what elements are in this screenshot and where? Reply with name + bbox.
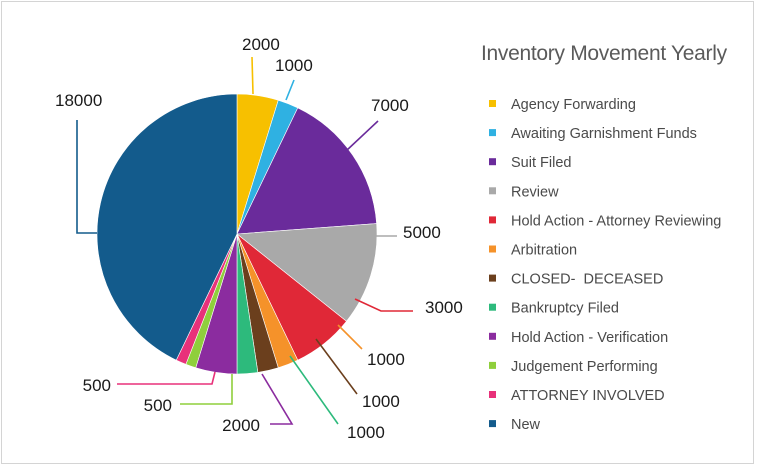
legend-swatch xyxy=(489,361,496,369)
leader-lines xyxy=(76,56,413,425)
legend-item-review: Review xyxy=(489,184,559,200)
legend-swatch xyxy=(489,158,496,166)
legend-label: Review xyxy=(511,184,559,200)
data-label-arbitration: 1000 xyxy=(367,350,405,369)
legend-swatch xyxy=(489,332,496,340)
legend-item-suit-filed: Suit Filed xyxy=(489,155,571,171)
legend-label: Arbitration xyxy=(511,243,577,259)
data-label-awaiting-garnishment-funds: 1000 xyxy=(275,56,313,75)
data-label-new: 18000 xyxy=(55,91,102,110)
legend: Agency Forwarding Awaiting Garnishment Fu… xyxy=(489,97,721,433)
data-label-closed-deceased: 1000 xyxy=(362,392,400,411)
legend-label: Suit Filed xyxy=(511,155,571,171)
data-label-agency-forwarding: 2000 xyxy=(242,35,280,54)
leader-line-agency-forwarding xyxy=(251,56,254,95)
legend-swatch xyxy=(489,216,496,224)
legend-item-hold-action-verification: Hold Action - Verification xyxy=(489,330,668,346)
chart-title: Inventory Movement Yearly xyxy=(481,42,728,65)
pie-slice-new xyxy=(96,93,238,361)
legend-label: Awaiting Garnishment Funds xyxy=(511,126,697,142)
legend-item-judgement-performing: Judgement Performing xyxy=(489,359,658,375)
legend-label: Hold Action - Attorney Reviewing xyxy=(511,213,721,229)
leader-line-hold-action-verification xyxy=(261,373,294,425)
leader-line-new xyxy=(76,120,97,234)
data-label-suit-filed: 7000 xyxy=(371,96,409,115)
legend-label: CLOSED- DECEASED xyxy=(511,272,663,288)
legend-swatch xyxy=(489,274,496,282)
legend-label: Bankruptcy Filed xyxy=(511,301,619,317)
legend-label: ATTORNEY INVOLVED xyxy=(511,388,665,404)
legend-item-bankruptcy-filed: Bankruptcy Filed xyxy=(489,301,619,317)
leader-line-arbitration xyxy=(337,324,363,350)
legend-swatch xyxy=(489,245,496,253)
pie-slice-review xyxy=(236,223,378,322)
legend-item-agency-forwarding: Agency Forwarding xyxy=(489,97,636,113)
legend-item-hold-action-attorney-reviewing: Hold Action - Attorney Reviewing xyxy=(489,213,721,229)
data-label-hold-action-attorney-reviewing: 3000 xyxy=(425,298,463,317)
leader-line-bankruptcy-filed xyxy=(289,355,339,425)
legend-label: New xyxy=(511,417,541,433)
data-label-judgement-performing: 500 xyxy=(144,396,172,415)
data-labels: 2000 1000 7000 5000 3000 1000 1000 1000 2000 500 5… xyxy=(55,35,463,442)
legend-swatch xyxy=(489,420,496,428)
legend-swatch xyxy=(489,303,496,311)
legend-item-new: New xyxy=(489,417,541,433)
data-label-bankruptcy-filed: 1000 xyxy=(347,423,385,442)
legend-item-closed-deceased: CLOSED- DECEASED xyxy=(489,272,663,288)
leader-line-awaiting-garnishment-funds xyxy=(285,79,295,101)
pie-slices xyxy=(96,93,378,375)
legend-swatch xyxy=(489,100,496,107)
legend-swatch xyxy=(489,187,496,195)
legend-label: Hold Action - Verification xyxy=(511,330,668,346)
legend-item-attorney-involved: ATTORNEY INVOLVED xyxy=(489,388,665,404)
data-label-review: 5000 xyxy=(403,223,441,242)
legend-item-arbitration: Arbitration xyxy=(489,243,577,259)
legend-label: Agency Forwarding xyxy=(511,97,636,113)
legend-swatch xyxy=(489,129,496,137)
data-label-attorney-involved: 500 xyxy=(83,376,111,395)
legend-item-awaiting-garnishment-funds: Awaiting Garnishment Funds xyxy=(489,126,697,142)
leader-line-attorney-involved xyxy=(117,371,216,385)
leader-line-hold-action-attorney-reviewing xyxy=(354,298,413,312)
leader-line-suit-filed xyxy=(345,120,379,152)
leader-line-closed-deceased xyxy=(315,338,358,395)
data-label-hold-action-verification: 2000 xyxy=(222,416,260,435)
legend-label: Judgement Performing xyxy=(511,359,658,375)
legend-swatch xyxy=(489,391,496,398)
leader-line-judgement-performing xyxy=(180,374,233,405)
pie-slice-suit-filed xyxy=(236,107,377,235)
